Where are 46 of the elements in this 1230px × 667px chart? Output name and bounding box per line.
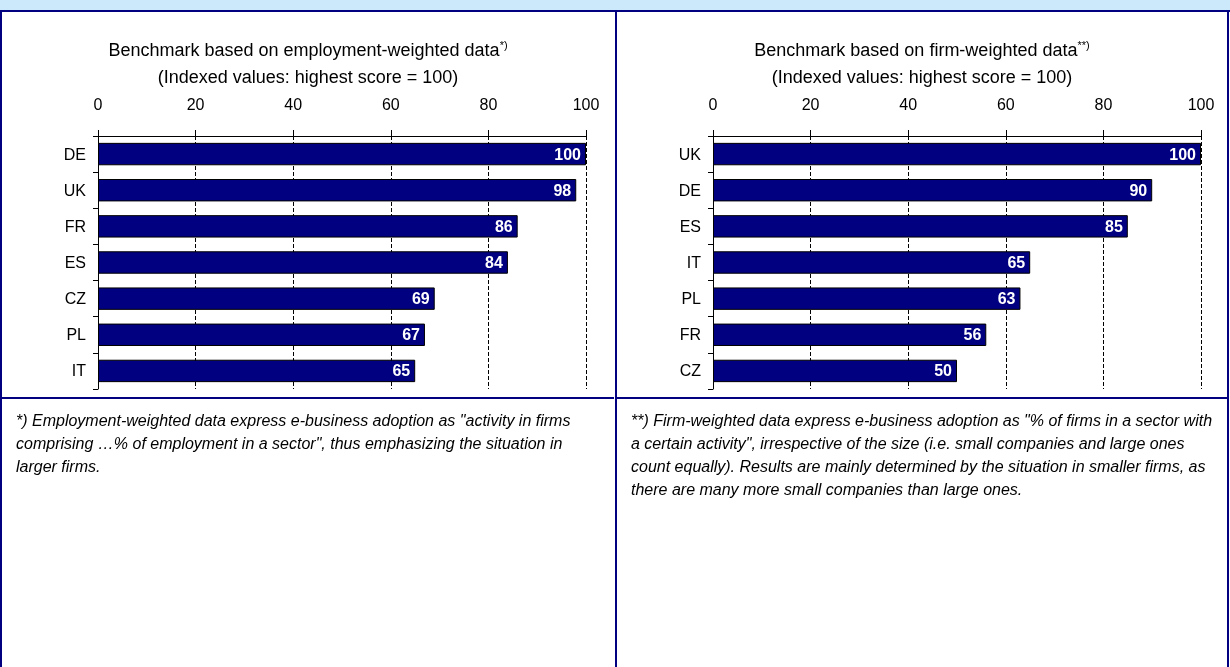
text: **) Firm-weighted data express e-business adoption as "% of firms in a sector with a certain activity", irrespective of the size (i.e. small companies and large ones count equally). Results are mainly determined by the situation in smaller firms, as there are many more small companies than large ones. bbox=[617, 397, 1227, 501]
data-label: 98 bbox=[553, 181, 572, 199]
data-label: 63 bbox=[997, 290, 1016, 308]
data-label: 100 bbox=[1169, 145, 1197, 163]
data-label: 50 bbox=[934, 362, 953, 380]
data-label: 65 bbox=[392, 362, 411, 380]
y-tick-label: FR bbox=[64, 217, 86, 235]
chart-subtitle: (Indexed values: highest score = 100) bbox=[771, 67, 1073, 87]
y-tick-label: CZ bbox=[679, 362, 702, 380]
chart-title: Benchmark based on employment-weighted data$^{*)}$ bbox=[108, 39, 508, 60]
y-tick-label: FR bbox=[679, 326, 701, 344]
y-tick-label: CZ bbox=[64, 290, 87, 308]
y-tick-label: UK bbox=[63, 181, 87, 199]
data-label: 65 bbox=[1007, 254, 1026, 271]
y-tick-label: ES bbox=[679, 217, 701, 235]
chart-title: Benchmark based on firm-weighted data$^{**)}$ bbox=[754, 39, 1090, 60]
data-label: 56 bbox=[963, 326, 982, 344]
y-tick-label: IT bbox=[686, 254, 702, 271]
x-tick-label: 0 bbox=[708, 95, 718, 113]
y-tick-label: ES bbox=[64, 254, 86, 271]
data-label: 100 bbox=[554, 145, 582, 163]
data-label: 69 bbox=[411, 290, 430, 308]
data-label: 84 bbox=[485, 254, 504, 271]
x-tick-label: 20 bbox=[186, 95, 205, 113]
data-label: 86 bbox=[494, 217, 513, 235]
x-tick-label: 40 bbox=[899, 95, 918, 113]
x-tick-label: 60 bbox=[996, 95, 1015, 113]
chart-subtitle: (Indexed values: highest score = 100) bbox=[157, 67, 459, 87]
y-tick-label: DE bbox=[63, 145, 86, 163]
x-tick-label: 0 bbox=[93, 95, 103, 113]
data-label: 67 bbox=[402, 326, 421, 344]
y-tick-label: PL bbox=[681, 290, 702, 308]
x-tick-label: 80 bbox=[479, 95, 498, 113]
x-tick-label: 100 bbox=[572, 95, 600, 113]
x-tick-label: 20 bbox=[801, 95, 820, 113]
y-tick-label: PL bbox=[66, 326, 87, 344]
x-tick-label: 100 bbox=[1187, 95, 1215, 113]
y-tick-label: DE bbox=[678, 181, 701, 199]
x-tick-label: 60 bbox=[381, 95, 400, 113]
data-label: 85 bbox=[1105, 217, 1123, 235]
data-label: 90 bbox=[1129, 181, 1148, 199]
y-tick-label: IT bbox=[71, 362, 87, 380]
text: *) Employment-weighted data express e-business adoption as "activity in firms comprising …% of employment in a sector", thus emphasizing the situation in larger firms. bbox=[2, 397, 614, 478]
x-tick-label: 40 bbox=[284, 95, 303, 113]
y-tick-label: UK bbox=[678, 145, 702, 163]
x-tick-label: 80 bbox=[1094, 95, 1113, 113]
